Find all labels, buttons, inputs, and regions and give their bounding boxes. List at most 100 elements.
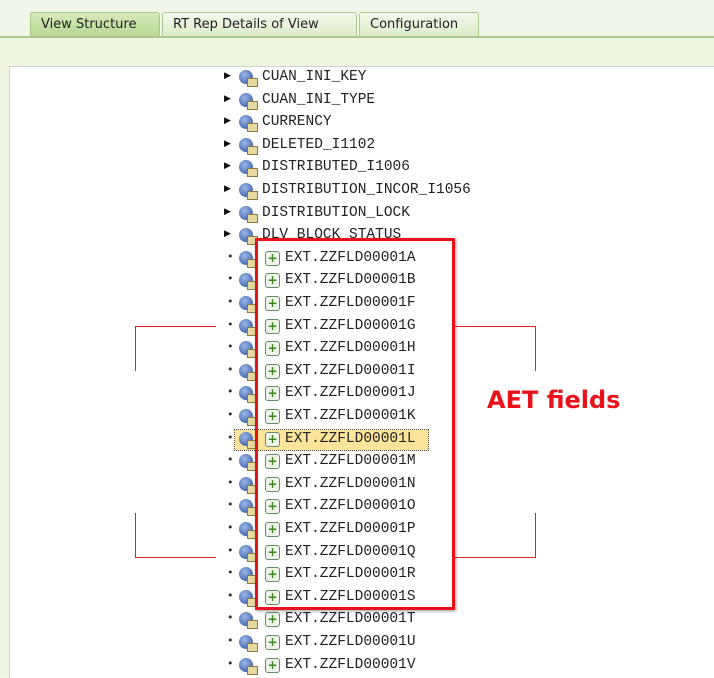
tab-view-structure[interactable]: View Structure <box>30 12 160 36</box>
structure-node-icon <box>239 544 258 562</box>
structure-node-icon <box>239 612 258 630</box>
tree-node-ext-field[interactable]: • + EXT.ZZFLD00001I <box>10 361 714 383</box>
structure-node-icon <box>239 92 258 110</box>
view-structure-tree[interactable]: ▶ CUAN_INI_KEY ▶ CUAN_INI_TYPE ▶ CURRENCY ▶ DEL… <box>9 66 714 678</box>
tree-node-ext-field[interactable]: • + EXT.ZZFLD00001Q <box>10 542 714 564</box>
structure-node-icon <box>239 589 258 607</box>
node-label: EXT.ZZFLD00001A <box>285 249 416 266</box>
leaf-bullet-icon: • <box>227 385 234 399</box>
leaf-bullet-icon: • <box>227 408 234 421</box>
leaf-bullet-icon: • <box>227 566 234 580</box>
structure-node-icon <box>239 476 258 494</box>
tree-node[interactable]: ▶ DISTRIBUTION_INCOR_I1056 <box>10 180 714 202</box>
tree-node-ext-field[interactable]: • + EXT.ZZFLD00001S <box>10 587 714 609</box>
structure-node-icon <box>239 431 258 449</box>
structure-node-icon <box>239 296 258 313</box>
structure-node-icon <box>239 318 258 336</box>
expand-arrow-icon[interactable]: ▶ <box>224 206 231 217</box>
expand-arrow-icon[interactable]: ▶ <box>224 116 231 127</box>
node-label: EXT.ZZFLD00001O <box>285 498 416 515</box>
expand-arrow-icon[interactable]: ▶ <box>224 138 231 149</box>
tree-node-ext-field[interactable]: • + EXT.ZZFLD00001U <box>10 632 714 654</box>
leaf-bullet-icon: • <box>227 656 234 670</box>
node-label: EXT.ZZFLD00001T <box>285 611 416 628</box>
tab-strip: View Structure RT Rep Details of View Co… <box>0 12 714 37</box>
leaf-bullet-icon: • <box>227 430 234 444</box>
expand-arrow-icon[interactable]: ▶ <box>224 229 231 240</box>
node-label: DISTRIBUTION_LOCK <box>262 204 410 221</box>
add-field-icon: + <box>265 522 280 537</box>
right-bracket-top <box>455 326 536 371</box>
tree-node[interactable]: ▶ CUAN_INI_TYPE <box>10 90 714 112</box>
node-label: EXT.ZZFLD00001J <box>285 385 416 402</box>
structure-node-icon <box>239 409 258 426</box>
add-field-icon: + <box>265 589 280 605</box>
expand-arrow-icon[interactable]: ▶ <box>224 93 231 104</box>
node-label: EXT.ZZFLD00001M <box>285 453 416 470</box>
node-label: EXT.ZZFLD00001K <box>285 408 416 424</box>
tree-node-ext-field[interactable]: • + EXT.ZZFLD00001L <box>10 428 714 451</box>
node-label: EXT.ZZFLD00001U <box>285 634 416 650</box>
leaf-bullet-icon: • <box>227 362 234 376</box>
tree-node[interactable]: ▶ CURRENCY <box>10 112 714 134</box>
leaf-bullet-icon: • <box>227 611 234 625</box>
tree-node-ext-field[interactable]: • + EXT.ZZFLD00001B <box>10 270 714 292</box>
tree-node[interactable]: ▶ DISTRIBUTION_LOCK <box>10 203 714 225</box>
tree-node-ext-field[interactable]: • + EXT.ZZFLD00001G <box>10 316 714 338</box>
add-field-icon: + <box>265 431 280 447</box>
node-label: DISTRIBUTED_I1006 <box>262 159 410 176</box>
add-field-icon: + <box>265 273 280 289</box>
structure-node-icon <box>239 137 258 155</box>
tree-node[interactable]: ▶ DELETED_I1102 <box>10 135 714 157</box>
tree-node-ext-field[interactable]: • + EXT.ZZFLD00001V <box>10 655 714 677</box>
leaf-bullet-icon: • <box>227 272 234 286</box>
structure-node-icon <box>239 386 258 404</box>
leaf-bullet-icon: • <box>227 453 234 467</box>
expand-arrow-icon[interactable]: ▶ <box>224 161 231 172</box>
leaf-bullet-icon: • <box>227 588 234 602</box>
add-field-icon: + <box>265 318 280 334</box>
structure-node-icon <box>239 160 258 178</box>
node-label: EXT.ZZFLD00001G <box>285 317 416 334</box>
aet-highlight-box <box>255 238 455 610</box>
tree-node-ext-field[interactable]: • + EXT.ZZFLD00001M <box>10 451 714 473</box>
node-label: EXT.ZZFLD00001S <box>285 588 416 605</box>
leaf-bullet-icon: • <box>227 634 234 647</box>
tree-node-ext-field[interactable]: • + EXT.ZZFLD00001R <box>10 564 714 586</box>
tree-node-ext-field[interactable]: • + EXT.ZZFLD00001H <box>10 338 714 360</box>
node-label: EXT.ZZFLD00001Q <box>285 543 416 560</box>
structure-node-icon <box>239 454 258 472</box>
expand-arrow-icon[interactable]: ▶ <box>224 71 231 81</box>
tab-rt-rep-details[interactable]: RT Rep Details of View <box>162 12 357 36</box>
structure-node-icon <box>239 70 258 87</box>
tree-node-ext-field[interactable]: • + EXT.ZZFLD00001P <box>10 519 714 541</box>
tree-node-ext-field[interactable]: • + EXT.ZZFLD00001A <box>10 248 714 270</box>
leaf-bullet-icon: • <box>227 340 234 354</box>
tree-node-ext-field[interactable]: • + EXT.ZZFLD00001F <box>10 293 714 315</box>
leaf-bullet-icon: • <box>227 521 234 534</box>
add-field-icon: + <box>265 296 280 311</box>
node-label: EXT.ZZFLD00001R <box>285 566 416 583</box>
structure-node-icon <box>239 635 258 652</box>
add-field-icon: + <box>265 657 280 673</box>
tab-configuration[interactable]: Configuration <box>359 12 479 36</box>
tree-node[interactable]: ▶ CUAN_INI_KEY <box>10 67 714 89</box>
add-field-icon: + <box>265 363 280 379</box>
right-bracket-bottom <box>455 513 536 558</box>
add-field-icon: + <box>265 341 280 357</box>
structure-node-icon <box>239 115 258 133</box>
tree-node[interactable]: ▶ DISTRIBUTED_I1006 <box>10 157 714 179</box>
node-label: EXT.ZZFLD00001B <box>285 272 416 289</box>
leaf-bullet-icon: • <box>227 317 234 331</box>
tree-node-ext-field[interactable]: • + EXT.ZZFLD00001T <box>10 609 714 631</box>
leaf-bullet-icon: • <box>227 249 234 263</box>
leaf-bullet-icon: • <box>227 475 234 489</box>
expand-arrow-icon[interactable]: ▶ <box>224 184 231 194</box>
tree-node-ext-field[interactable]: • + EXT.ZZFLD00001J <box>10 383 714 405</box>
tree-node-ext-field[interactable]: • + EXT.ZZFLD00001O <box>10 496 714 518</box>
leaf-bullet-icon: • <box>227 543 234 557</box>
add-field-icon: + <box>265 454 280 470</box>
tree-node-ext-field[interactable]: • + EXT.ZZFLD00001K <box>10 406 714 428</box>
structure-node-icon <box>239 205 258 223</box>
node-label: CURRENCY <box>262 114 332 131</box>
